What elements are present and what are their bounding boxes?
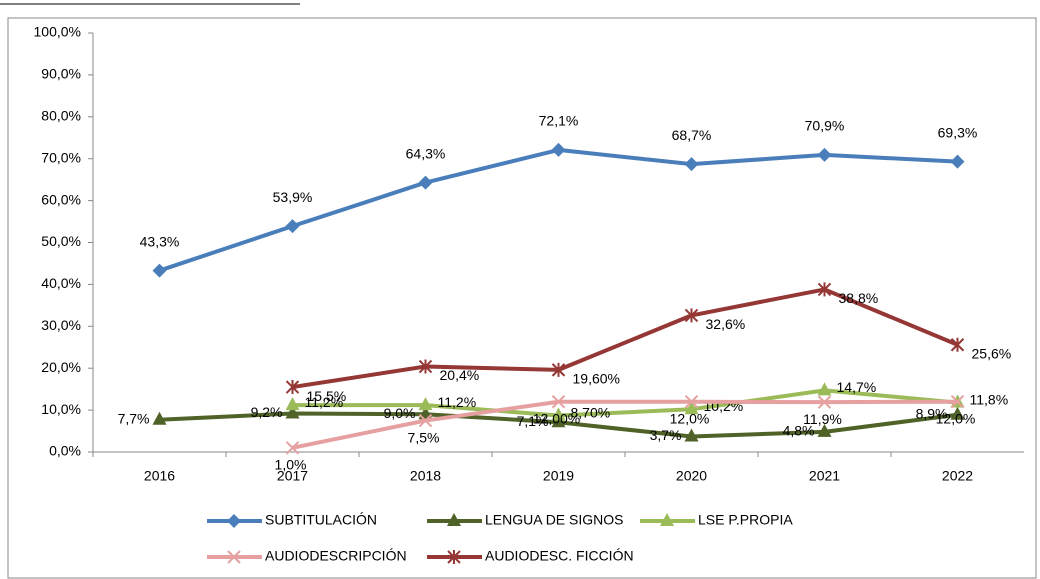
series-line: [292, 388, 958, 418]
data-label: 14,7%: [837, 379, 877, 395]
y-tick-label: 30,0%: [41, 317, 81, 333]
data-point: [684, 401, 699, 415]
data-label: 20,4%: [440, 367, 480, 383]
y-tick-label: 70,0%: [41, 149, 81, 165]
y-tick-label: 0,0%: [49, 443, 81, 459]
data-label: 70,9%: [805, 118, 845, 134]
y-tick-label: 10,0%: [41, 401, 81, 417]
data-point: [418, 359, 433, 374]
chart-frame: [7, 17, 1037, 579]
y-tick-label: 100,0%: [34, 24, 81, 40]
data-point: [684, 428, 699, 442]
data-label: 11,9%: [803, 411, 842, 427]
series-line: [292, 287, 959, 390]
data-point: [817, 282, 832, 297]
data-point: [684, 308, 699, 323]
data-point: [285, 219, 300, 234]
x-tick-label: 2020: [676, 468, 707, 484]
data-label: 11,2%: [438, 394, 477, 410]
data-label: 12,0%: [670, 410, 710, 426]
x-tick-label: 2017: [277, 468, 308, 484]
data-point: [152, 411, 167, 425]
data-point: [285, 397, 300, 411]
x-tick-label: 2018: [410, 468, 441, 484]
data-label: 8,70%: [571, 404, 611, 420]
data-point: [418, 175, 433, 190]
legend-label: SUBTITULACIÓN: [265, 512, 377, 528]
data-point: [950, 395, 965, 409]
data-point: [551, 414, 566, 428]
data-point: [950, 337, 965, 352]
data-label: 3,7%: [650, 427, 682, 443]
data-point: [817, 423, 832, 437]
data-label: 7,7%: [118, 410, 150, 426]
data-label: 7,5%: [408, 429, 440, 445]
data-label: 64,3%: [406, 145, 446, 161]
data-label: 12,00%: [533, 410, 580, 426]
y-tick-label: 40,0%: [41, 275, 81, 291]
data-point: [684, 157, 699, 172]
data-point: [950, 406, 965, 420]
data-point: [418, 413, 433, 428]
x-tick-label: 2019: [543, 468, 574, 484]
data-point: [418, 397, 433, 411]
data-label: 32,6%: [706, 316, 746, 332]
legend-label: LSE P.PROPIA: [698, 512, 793, 528]
data-point: [551, 407, 566, 421]
series-line: [158, 147, 958, 273]
data-label: 43,3%: [140, 233, 180, 249]
data-label: 72,1%: [539, 113, 579, 129]
data-label: 69,3%: [938, 124, 978, 140]
data-point: [817, 382, 832, 396]
data-point: [285, 380, 300, 395]
legend-marker: [447, 513, 461, 526]
legend-marker: [660, 513, 674, 526]
data-label: 11,8%: [970, 391, 1009, 407]
data-point: [551, 395, 566, 409]
data-label: 9,0%: [384, 405, 416, 421]
data-point: [950, 154, 965, 169]
legend-marker: [227, 514, 241, 528]
data-label: 38,8%: [839, 290, 879, 306]
data-label: 15,5%: [307, 388, 347, 404]
data-label: 7,1%: [517, 413, 549, 429]
legend-marker: [447, 550, 461, 564]
data-label: 9,2%: [251, 404, 283, 420]
data-point: [152, 263, 167, 278]
data-point: [817, 395, 832, 409]
y-tick-label: 20,0%: [41, 359, 81, 375]
legend-label: AUDIODESC. FICCIÓN: [485, 548, 634, 564]
data-label: 19,60%: [573, 371, 620, 387]
x-tick-label: 2022: [942, 468, 973, 484]
data-label: 1,0%: [275, 457, 307, 473]
y-tick-label: 50,0%: [41, 233, 81, 249]
data-label: 25,6%: [972, 345, 1012, 361]
data-label: 8,9%: [916, 405, 948, 421]
data-point: [817, 147, 832, 162]
data-label: 53,9%: [273, 189, 313, 205]
data-point: [551, 362, 566, 377]
data-label: 68,7%: [672, 127, 712, 143]
data-label: 11,2%: [305, 394, 344, 410]
legend-label: AUDIODESCRIPCIÓN: [265, 548, 407, 564]
series-line: [292, 399, 958, 450]
y-tick-label: 80,0%: [41, 108, 81, 124]
data-label: 4,8%: [783, 423, 815, 439]
data-point: [684, 395, 699, 409]
data-label: 12,0%: [936, 410, 976, 426]
data-point: [285, 441, 300, 455]
data-point: [285, 405, 300, 419]
legend-marker: [227, 550, 241, 564]
data-point: [551, 142, 566, 157]
y-tick-label: 90,0%: [41, 66, 81, 82]
x-tick-label: 2016: [144, 468, 175, 484]
x-tick-label: 2021: [809, 468, 840, 484]
y-tick-label: 60,0%: [41, 191, 81, 207]
legend-label: LENGUA DE SIGNOS: [485, 512, 623, 528]
